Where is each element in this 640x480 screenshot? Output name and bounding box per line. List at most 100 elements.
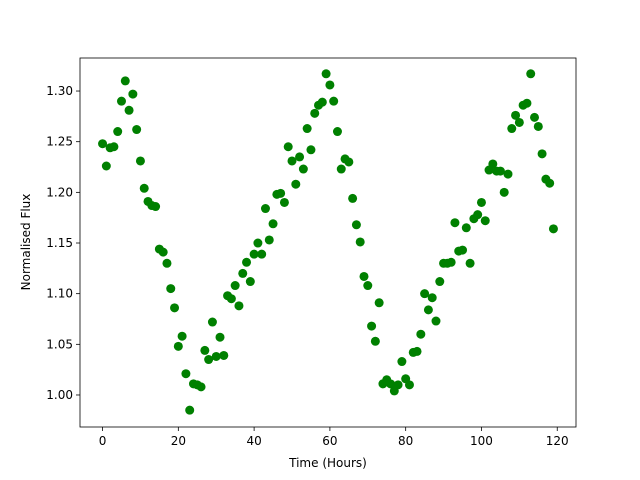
- x-tick-label: 0: [99, 434, 107, 448]
- data-point: [548, 224, 558, 234]
- data-point: [344, 157, 354, 167]
- data-point: [287, 156, 297, 166]
- data-point: [514, 117, 524, 127]
- y-tick-label: 1.25: [46, 135, 73, 149]
- x-tick-label: 20: [171, 434, 186, 448]
- data-point: [279, 197, 289, 207]
- data-point: [363, 281, 373, 291]
- data-point: [276, 188, 286, 198]
- data-point: [207, 317, 217, 327]
- data-point: [367, 321, 377, 331]
- data-point: [249, 249, 259, 259]
- y-tick-label: 1.15: [46, 236, 73, 250]
- data-point: [162, 258, 172, 268]
- data-point: [310, 108, 320, 118]
- data-point: [507, 124, 517, 134]
- x-tick-label: 100: [470, 434, 493, 448]
- data-point: [283, 142, 293, 152]
- data-point: [545, 178, 555, 188]
- data-point: [423, 305, 433, 315]
- data-point: [245, 277, 255, 287]
- data-point: [128, 89, 138, 99]
- data-point: [181, 369, 191, 379]
- data-point: [503, 169, 513, 179]
- data-point: [431, 316, 441, 326]
- data-point: [427, 293, 437, 303]
- data-point: [393, 380, 403, 390]
- data-point: [404, 380, 414, 390]
- data-point: [109, 142, 119, 152]
- data-point: [476, 197, 486, 207]
- data-point: [386, 379, 396, 389]
- y-tick-label: 1.20: [46, 185, 73, 199]
- data-point: [537, 149, 547, 159]
- x-tick-label: 60: [322, 434, 337, 448]
- data-point: [135, 156, 145, 166]
- x-tick-label: 40: [246, 434, 261, 448]
- data-point: [530, 112, 540, 122]
- data-point: [461, 223, 471, 233]
- data-point: [139, 183, 149, 193]
- data-point: [458, 245, 468, 255]
- data-point: [336, 164, 346, 174]
- data-point: [211, 351, 221, 361]
- data-point: [412, 346, 422, 356]
- data-point: [200, 345, 210, 355]
- y-tick-label: 1.00: [46, 388, 73, 402]
- data-point: [446, 257, 456, 267]
- data-point: [435, 277, 445, 287]
- data-point: [374, 298, 384, 308]
- data-point: [177, 331, 187, 341]
- data-point: [495, 166, 505, 176]
- data-point: [196, 382, 206, 392]
- data-point: [215, 332, 225, 342]
- y-tick-label: 1.30: [46, 84, 73, 98]
- data-point: [351, 220, 361, 230]
- y-tick-label: 1.05: [46, 337, 73, 351]
- data-point: [450, 218, 460, 228]
- data-point: [465, 258, 475, 268]
- data-point: [132, 125, 142, 135]
- y-tick-label: 1.10: [46, 287, 73, 301]
- data-point: [185, 405, 195, 415]
- data-point: [332, 127, 342, 137]
- data-point: [170, 303, 180, 313]
- data-point: [230, 281, 240, 291]
- data-point: [473, 210, 483, 220]
- data-point: [325, 80, 335, 90]
- data-point: [480, 216, 490, 226]
- data-point: [253, 238, 263, 248]
- x-tick-label: 120: [546, 434, 569, 448]
- data-point: [397, 357, 407, 367]
- data-point: [242, 257, 252, 267]
- data-point: [120, 76, 130, 86]
- data-point: [317, 97, 327, 107]
- data-point: [416, 329, 426, 339]
- data-point: [219, 350, 229, 360]
- data-point: [234, 301, 244, 311]
- data-point: [329, 96, 339, 106]
- data-point: [499, 187, 509, 197]
- data-point: [295, 152, 305, 162]
- data-point: [257, 249, 267, 259]
- data-point: [173, 341, 183, 351]
- data-point: [511, 110, 521, 120]
- plot-frame: [79, 57, 577, 428]
- data-point: [124, 105, 134, 115]
- data-point: [264, 235, 274, 245]
- data-point: [113, 127, 123, 137]
- data-point: [488, 159, 498, 169]
- data-point: [348, 193, 358, 203]
- data-point: [298, 164, 308, 174]
- data-point: [291, 179, 301, 189]
- data-point: [116, 96, 126, 106]
- data-point: [355, 237, 365, 247]
- data-point: [370, 336, 380, 346]
- data-point: [522, 98, 532, 108]
- data-point: [526, 69, 536, 79]
- data-point: [420, 289, 430, 299]
- x-axis-label: Time (Hours): [288, 456, 367, 470]
- data-point: [166, 284, 176, 294]
- data-point: [268, 219, 278, 229]
